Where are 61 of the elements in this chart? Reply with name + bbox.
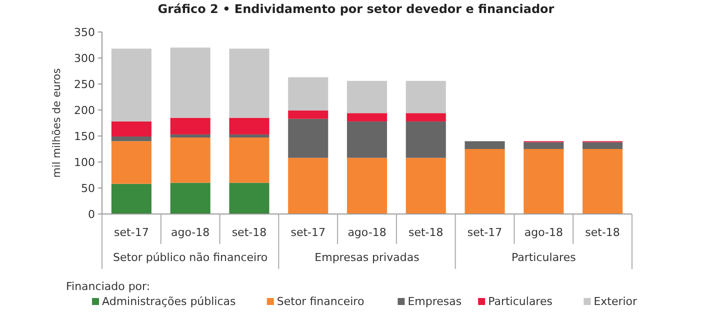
y-tick-label: 250 (74, 78, 95, 91)
bar (346, 113, 388, 122)
bar (582, 149, 623, 214)
legend-label: Administrações públicas (102, 295, 236, 308)
bar (111, 184, 152, 214)
bar (346, 158, 388, 214)
legend-label: Particulares (488, 295, 553, 308)
bar (288, 110, 328, 119)
bar (288, 77, 328, 111)
bar (229, 134, 270, 138)
y-axis-title: mil milhões de euros (51, 68, 63, 178)
bar (288, 118, 328, 158)
bar (111, 48, 152, 122)
x-tick-label: ago-18 (524, 226, 563, 239)
text: Empresas privadas (314, 251, 420, 264)
y-tick-label: 100 (74, 156, 95, 169)
text: Setor público não financeiro (113, 251, 268, 264)
bar (346, 121, 388, 158)
bar (111, 121, 152, 137)
bar (406, 80, 446, 114)
legend-label: Exterior (594, 295, 638, 308)
bar (229, 138, 270, 183)
y-tick-label: 350 (74, 26, 95, 39)
bar (524, 149, 564, 214)
x-tick-label: ago-18 (171, 226, 210, 239)
bar (170, 118, 210, 134)
legend-label: Setor financeiro (276, 295, 364, 308)
legend-label: Empresas (408, 295, 462, 308)
bar (170, 182, 210, 214)
bar (111, 141, 152, 184)
y-tick-label: 0 (88, 208, 95, 221)
bar (406, 158, 446, 214)
bar (170, 138, 210, 183)
bar (288, 158, 328, 214)
x-tick-label: set-18 (408, 226, 444, 239)
bar (111, 136, 152, 142)
legend-title: Financiado por: (66, 280, 150, 293)
bar (229, 48, 270, 118)
y-tick-label: 150 (74, 130, 95, 143)
y-tick-label: 50 (81, 182, 95, 195)
x-tick-label: set-18 (585, 226, 620, 239)
bar (464, 141, 505, 149)
bar (406, 121, 446, 158)
bar (346, 80, 388, 114)
bar (170, 48, 210, 118)
chart-title: Gráfico 2 • Endividamento por setor devedor e financiador (158, 2, 554, 16)
x-tick-label: set-17 (290, 226, 326, 239)
x-tick-label: set-17 (467, 226, 502, 239)
bar (524, 142, 564, 149)
y-tick-label: 200 (74, 104, 95, 117)
bar (229, 118, 270, 134)
bar (170, 134, 210, 138)
y-tick-label: 300 (74, 52, 95, 65)
x-tick-label: set-17 (114, 226, 149, 239)
bar (406, 113, 446, 122)
text: Particulares (511, 251, 576, 264)
bar (582, 142, 623, 149)
bar (464, 149, 505, 214)
x-tick-label: set-18 (232, 226, 267, 239)
bar (229, 182, 270, 214)
x-tick-label: ago-18 (348, 226, 386, 239)
